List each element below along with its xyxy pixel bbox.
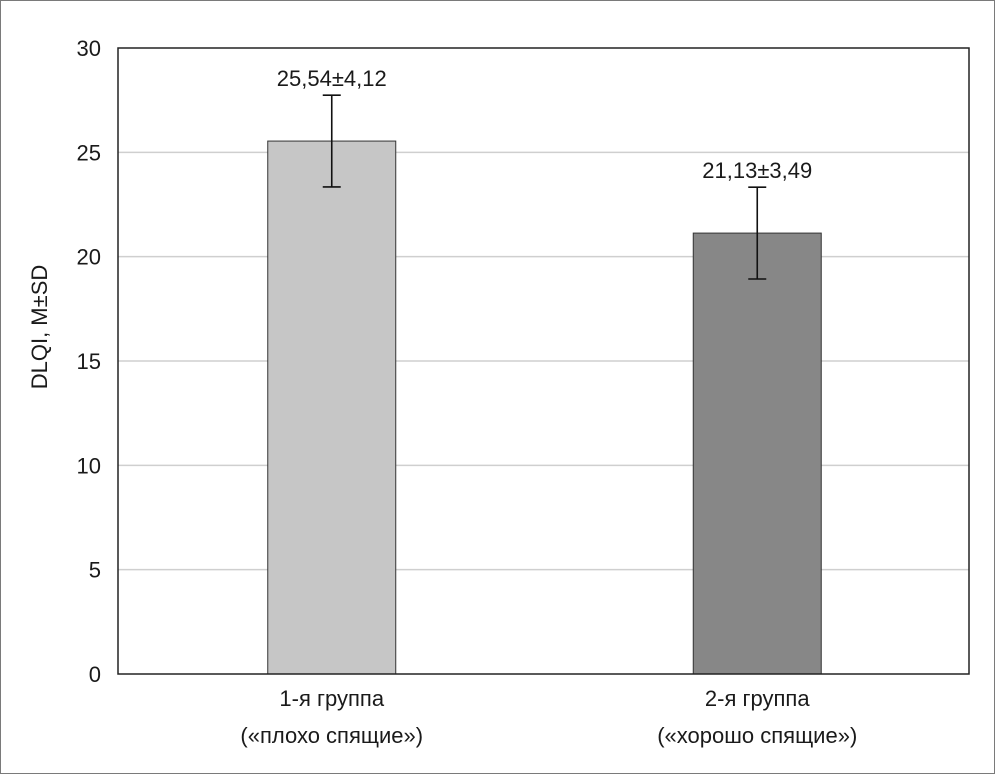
data-label: 25,54±4,12 xyxy=(277,66,387,91)
y-tick-label: 25 xyxy=(77,140,101,165)
data-label: 21,13±3,49 xyxy=(702,158,812,183)
x-category-label-line1: 1-я группа xyxy=(279,686,384,711)
bars xyxy=(267,140,822,675)
x-category-labels: 1-я группа («плохо спящие») 2-я группа («хо… xyxy=(240,686,857,748)
y-tick-label: 15 xyxy=(77,349,101,374)
y-tick-label: 20 xyxy=(77,245,101,270)
y-tick-label: 5 xyxy=(89,558,101,583)
y-tick-labels: 0 5 10 15 20 25 30 xyxy=(77,36,101,687)
x-category-label-line2: («хорошо спящие») xyxy=(657,723,857,748)
x-category-label-line1: 2-я группа xyxy=(705,686,810,711)
grid-lines xyxy=(118,151,969,571)
x-category-label-line2: («плохо спящие») xyxy=(240,723,423,748)
y-axis-title: DLQI, M±SD xyxy=(27,265,52,390)
bar xyxy=(692,232,822,675)
y-tick-label: 0 xyxy=(89,662,101,687)
y-tick-label: 10 xyxy=(77,453,101,478)
data-labels: 25,54±4,12 21,13±3,49 xyxy=(277,66,812,183)
y-tick-label: 30 xyxy=(77,36,101,61)
error-bars xyxy=(322,94,767,280)
plot-area-border xyxy=(117,47,970,675)
bar xyxy=(267,140,397,675)
